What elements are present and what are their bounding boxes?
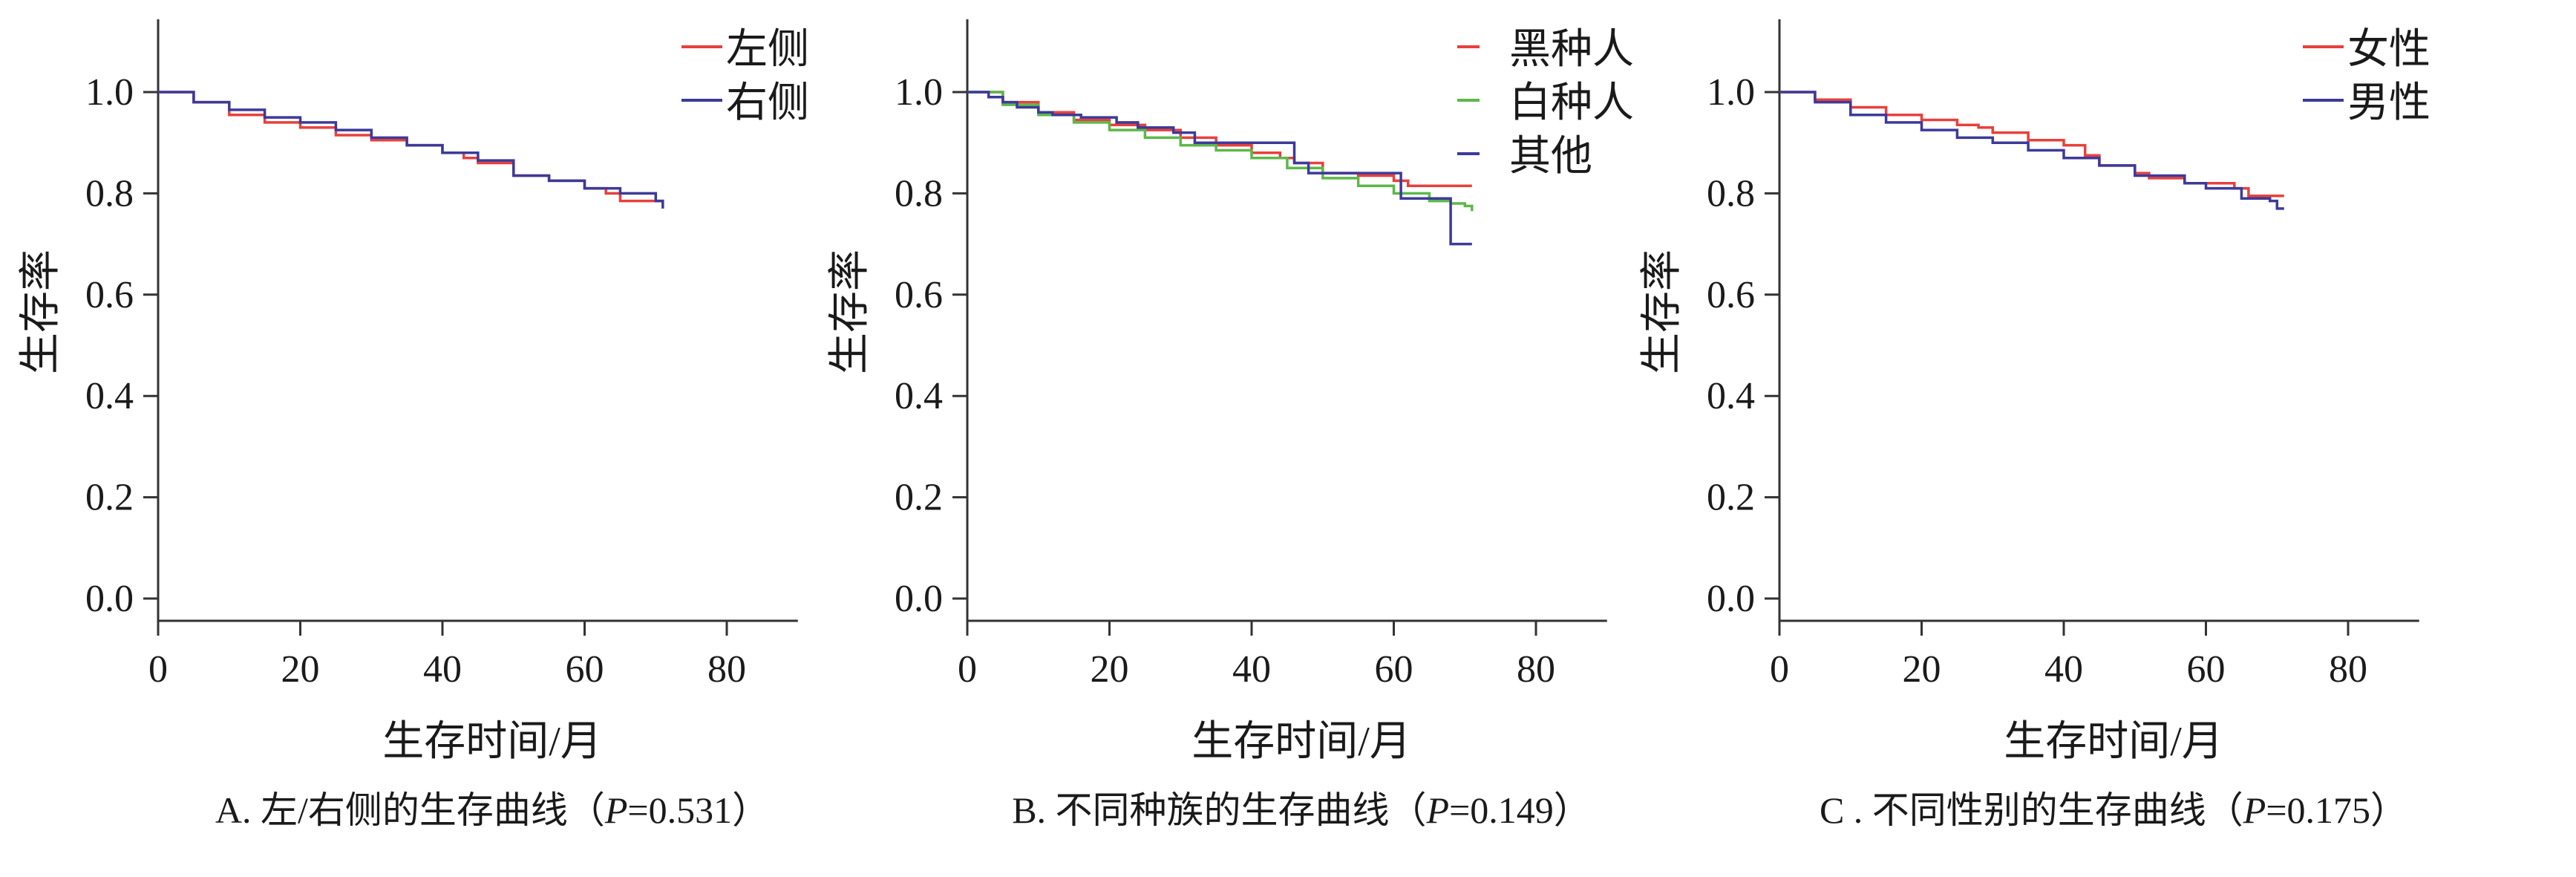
survival-curve-b-2 xyxy=(967,91,1474,212)
panel-b: 0.0 0.2 0.4 0.6 0.8 1.0 0 20 40 60 80 生存时间/月 生存率 B. 不… xyxy=(827,19,1634,831)
panel-caption: C . 不同性别的生存曲线（P=0.175） xyxy=(1820,789,2407,831)
legend-label: 男性 xyxy=(2347,80,2430,126)
legend-label: 右侧 xyxy=(726,80,809,126)
caption-p: P xyxy=(2243,789,2266,831)
x-tick-label: 20 xyxy=(281,648,320,691)
y-axis-label: 生存率 xyxy=(1639,250,1685,374)
caption-suffix: =0.149） xyxy=(1449,789,1591,831)
caption-prefix: B. 不同种族的生存曲线（ xyxy=(1012,789,1426,831)
y-tick-label: 1.0 xyxy=(85,71,134,114)
x-axis-label: 生存时间/月 xyxy=(382,719,602,765)
caption-prefix: A. 左/右侧的生存曲线（ xyxy=(215,789,605,831)
y-tick-label: 0.6 xyxy=(895,274,943,316)
survival-curve-a-2 xyxy=(158,91,664,209)
x-tick-label: 80 xyxy=(2329,648,2367,691)
caption-p: P xyxy=(1426,789,1450,831)
y-tick-label: 0.4 xyxy=(895,375,943,417)
y-tick-label: 1.0 xyxy=(1707,71,1755,114)
y-axis-label: 生存率 xyxy=(18,250,64,374)
x-tick-label: 40 xyxy=(2044,648,2083,691)
y-tick-label: 0.8 xyxy=(895,172,943,215)
x-tick-label: 40 xyxy=(1232,648,1271,691)
panel-caption: A. 左/右侧的生存曲线（P=0.531） xyxy=(215,789,769,831)
y-tick-label: 0.4 xyxy=(85,375,134,417)
panel-caption: B. 不同种族的生存曲线（P=0.149） xyxy=(1012,789,1591,831)
y-tick-label: 0.2 xyxy=(85,477,134,519)
legend-label: 左侧 xyxy=(726,27,809,73)
legend-label: 黑种人 xyxy=(1509,27,1634,73)
x-tick-label: 80 xyxy=(1517,648,1555,691)
x-tick-label: 20 xyxy=(1091,648,1129,691)
y-tick-label: 1.0 xyxy=(895,71,943,114)
y-axis-label: 生存率 xyxy=(827,250,873,374)
y-tick-label: 0.6 xyxy=(1707,274,1755,316)
y-tick-label: 0.0 xyxy=(1707,578,1755,620)
survival-curve-b-3 xyxy=(967,91,1472,246)
x-tick-label: 60 xyxy=(566,648,604,691)
caption-suffix: =0.531） xyxy=(627,789,769,831)
panel-a: 0.0 0.2 0.4 0.6 0.8 1.0 0 20 40 60 80 生存时间/月 生存率 A. 左… xyxy=(18,19,809,831)
x-tick-label: 0 xyxy=(1770,648,1789,691)
y-tick-label: 0.8 xyxy=(1707,172,1755,215)
caption-prefix: C . 不同性别的生存曲线（ xyxy=(1820,789,2243,831)
y-tick-label: 0.2 xyxy=(895,477,943,519)
legend-label: 女性 xyxy=(2347,27,2430,73)
x-tick-label: 60 xyxy=(1375,648,1413,691)
legend-label: 其他 xyxy=(1509,134,1592,180)
x-tick-label: 0 xyxy=(958,648,977,691)
y-tick-label: 0.0 xyxy=(85,578,134,620)
y-tick-label: 0.8 xyxy=(85,172,134,215)
x-tick-label: 80 xyxy=(707,648,746,691)
survival-curve-c-2 xyxy=(1779,91,2284,210)
x-axis-label: 生存时间/月 xyxy=(2004,719,2223,765)
caption-suffix: =0.175） xyxy=(2266,789,2407,831)
legend-label: 白种人 xyxy=(1509,80,1634,126)
x-tick-label: 60 xyxy=(2187,648,2226,691)
caption-p: P xyxy=(604,789,628,831)
y-tick-label: 0.4 xyxy=(1707,375,1755,417)
survival-curve-c-1 xyxy=(1779,91,2284,198)
y-tick-label: 0.0 xyxy=(895,578,943,620)
x-tick-label: 20 xyxy=(1903,648,1941,691)
x-tick-label: 40 xyxy=(423,648,462,691)
panel-c: 0.0 0.2 0.4 0.6 0.8 1.0 0 20 40 60 80 生存时间/月 生存率 C . … xyxy=(1639,19,2430,831)
x-axis-label: 生存时间/月 xyxy=(1191,719,1411,765)
y-tick-label: 0.6 xyxy=(85,274,134,316)
survival-curve-b-1 xyxy=(967,91,1472,187)
x-tick-label: 0 xyxy=(148,648,168,691)
y-tick-label: 0.2 xyxy=(1707,477,1755,519)
